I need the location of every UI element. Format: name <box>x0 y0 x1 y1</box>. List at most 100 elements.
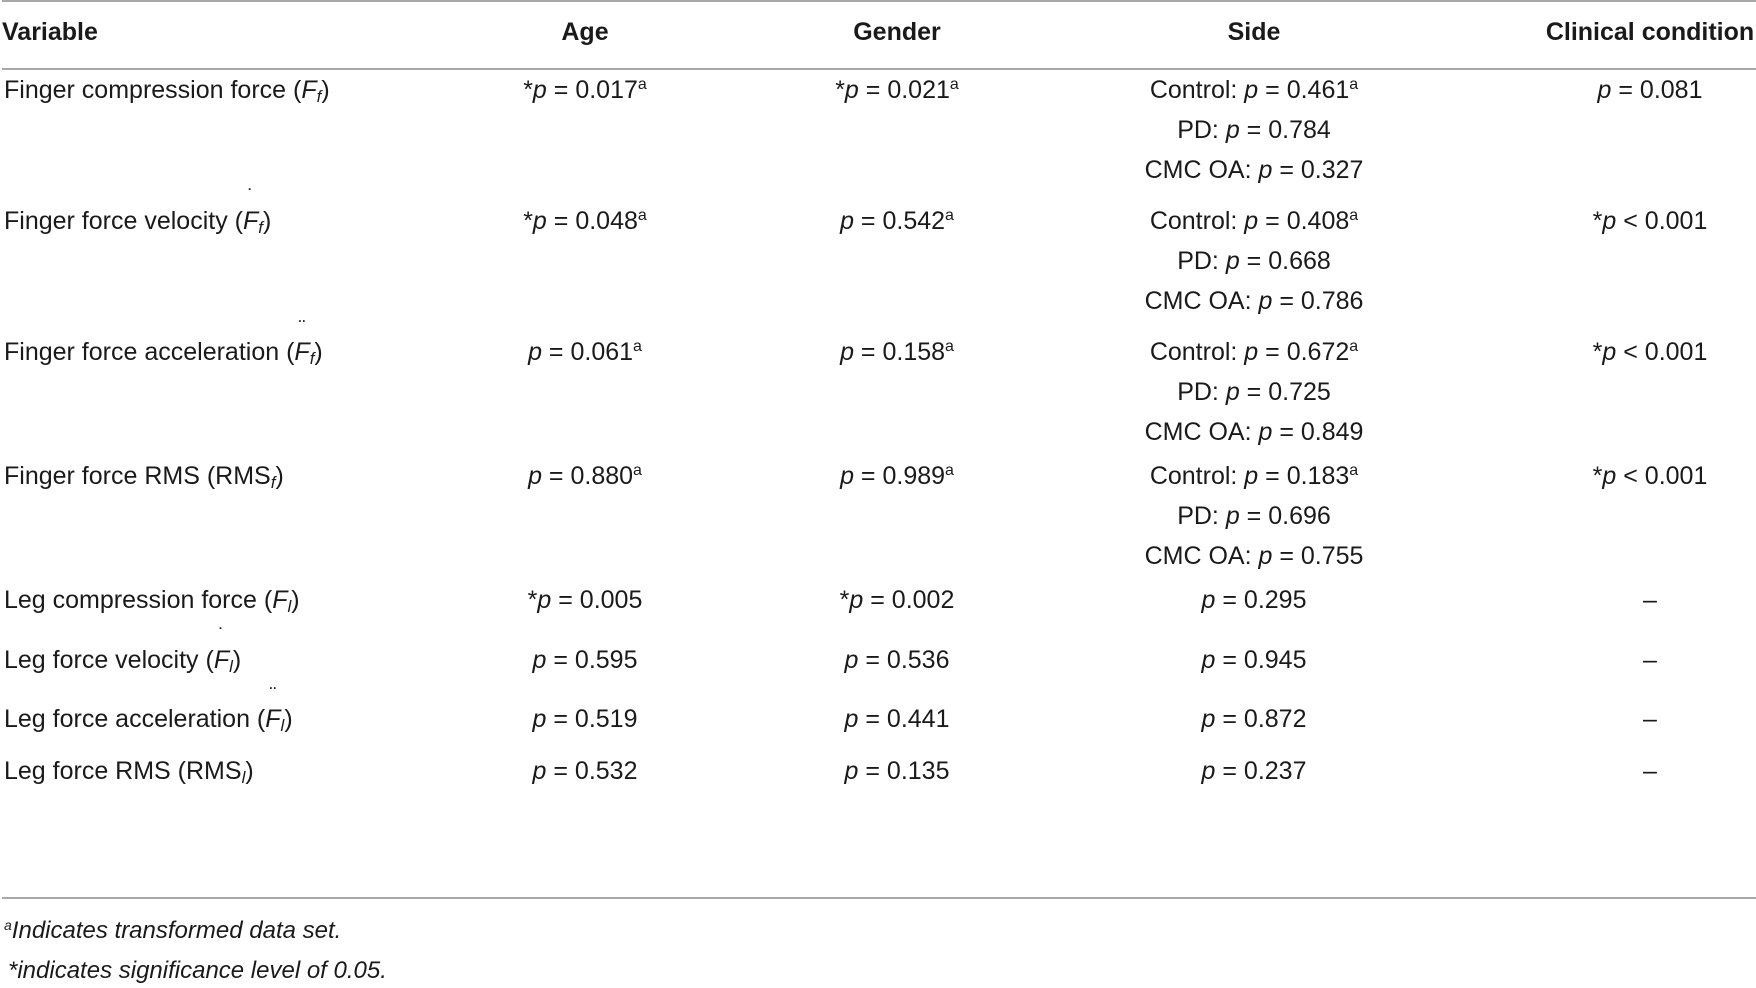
not-applicable-dash: – <box>1643 757 1657 785</box>
p-symbol: p <box>1201 757 1216 785</box>
variable-close: ) <box>245 757 254 785</box>
side-group-label: PD: <box>1177 378 1226 406</box>
significance-star: * <box>523 76 533 104</box>
cell-side: Control: p = 0.461a PD: p = 0.784 CMC OA: … <box>1145 70 1364 190</box>
p-relation: = <box>546 207 576 235</box>
p-value: 0.327 <box>1300 156 1364 184</box>
footnote-significance: *indicates significance level of 0.05. <box>8 957 387 984</box>
p-relation: = <box>1239 378 1269 406</box>
p-relation: = <box>1258 76 1287 104</box>
p-value: 0.595 <box>574 646 638 674</box>
p-relation: = <box>1258 207 1287 235</box>
transformed-mark: a <box>945 338 954 355</box>
cell-variable: Finger force RMS (RMSf) <box>4 456 284 496</box>
p-relation: = <box>858 757 887 785</box>
side-line: CMC OA: p = 0.786 <box>1145 281 1364 321</box>
cell-variable: Leg force RMS (RMSl) <box>4 751 254 791</box>
not-applicable-dash: – <box>1643 586 1657 614</box>
side-line: Control: p = 0.461a <box>1145 70 1364 110</box>
cell-clinical-condition: – <box>1643 751 1657 791</box>
p-relation: = <box>546 705 575 733</box>
variable-subscript: f <box>309 349 315 368</box>
p-relation: < <box>1616 338 1645 366</box>
p-relation: < <box>1616 207 1645 235</box>
p-relation: = <box>546 76 576 104</box>
cell-gender: p = 0.536 <box>845 640 950 680</box>
side-line: Control: p = 0.408a <box>1145 201 1364 241</box>
p-value: 0.696 <box>1268 502 1331 530</box>
side-line: CMC OA: p = 0.849 <box>1145 412 1364 452</box>
p-symbol: p <box>532 757 547 785</box>
p-symbol: p <box>1244 338 1259 366</box>
p-symbol: p <box>1244 207 1259 235</box>
cell-gender: *p = 0.021a <box>835 70 959 110</box>
p-relation: = <box>853 207 883 235</box>
p-symbol: p <box>1225 502 1240 530</box>
header-clinical-condition: Clinical condition <box>1545 18 1755 46</box>
side-group-label: CMC OA: <box>1144 287 1259 315</box>
not-applicable-dash: – <box>1643 705 1657 733</box>
symbol-letter: F <box>272 586 288 614</box>
p-value: 0.408 <box>1286 207 1350 235</box>
table-bottom-rule <box>2 897 1756 899</box>
significance-star: * <box>1592 462 1603 490</box>
footnote-transformed-text: Indicates transformed data set. <box>11 917 342 944</box>
p-relation: = <box>1239 247 1269 275</box>
variable-close: ) <box>284 705 293 733</box>
significance-star: * <box>839 586 850 614</box>
side-line: p = 0.237 <box>1202 751 1307 791</box>
cell-side: Control: p = 0.408a PD: p = 0.668 CMC OA: … <box>1145 201 1364 321</box>
header-side: Side <box>1227 18 1281 46</box>
significance-star: * <box>523 207 533 235</box>
side-line: PD: p = 0.784 <box>1145 110 1364 150</box>
derivative-dots: ˙ <box>247 186 254 208</box>
p-symbol: p <box>528 338 542 366</box>
p-value: 0.945 <box>1243 646 1307 674</box>
side-line: Control: p = 0.183a <box>1145 456 1364 496</box>
p-symbol: p <box>1225 378 1240 406</box>
p-relation: = <box>1215 705 1244 733</box>
side-group-label: Control: <box>1149 207 1245 235</box>
side-group-label: PD: <box>1177 116 1226 144</box>
symbol-letter: F <box>265 705 281 733</box>
variable-label: Finger compression force ( <box>4 76 302 104</box>
cell-clinical-condition: *p < 0.001 <box>1593 201 1708 241</box>
side-group-label: PD: <box>1177 247 1226 275</box>
variable-close: ) <box>275 462 284 490</box>
p-symbol: p <box>1201 586 1216 614</box>
p-relation: = <box>546 646 575 674</box>
p-value: 0.989 <box>882 462 946 490</box>
p-symbol: p <box>1201 705 1216 733</box>
cell-side: Control: p = 0.672a PD: p = 0.725 CMC OA: … <box>1145 332 1364 452</box>
cell-age: *p = 0.048a <box>523 201 647 241</box>
transformed-mark: a <box>949 76 959 93</box>
transformed-mark: a <box>1349 338 1359 355</box>
p-symbol: p <box>840 462 854 490</box>
variable-label: Finger force RMS (RMS <box>4 462 271 490</box>
p-relation: = <box>1611 76 1640 104</box>
p-symbol: p <box>528 462 542 490</box>
p-symbol: p <box>1258 287 1273 315</box>
p-relation: = <box>1239 116 1269 144</box>
p-value: 0.784 <box>1268 116 1331 144</box>
cell-age: p = 0.532 <box>533 751 638 791</box>
symbol-letter: F <box>294 338 310 366</box>
p-relation: < <box>1616 462 1645 490</box>
p-symbol: p <box>1258 542 1273 570</box>
symbol-letter: F <box>301 76 317 104</box>
side-group-label: PD: <box>1177 502 1226 530</box>
p-value: 0.017 <box>575 76 638 104</box>
p-symbol: p <box>1201 646 1216 674</box>
cell-clinical-condition: – <box>1643 580 1657 620</box>
cell-age: *p = 0.005 <box>528 580 643 620</box>
cell-side: p = 0.237 <box>1202 751 1307 791</box>
variable-label: Leg force RMS (RMS <box>4 757 242 785</box>
cell-age: p = 0.595 <box>533 640 638 680</box>
p-value: 0.158 <box>882 338 946 366</box>
cell-variable: Leg compression force (Fl) <box>4 580 300 620</box>
variable-symbol: F <box>272 580 287 620</box>
p-value: 0.461 <box>1286 76 1350 104</box>
p-value: 0.542 <box>882 207 946 235</box>
p-value: 0.001 <box>1644 207 1708 235</box>
p-relation: = <box>858 76 888 104</box>
